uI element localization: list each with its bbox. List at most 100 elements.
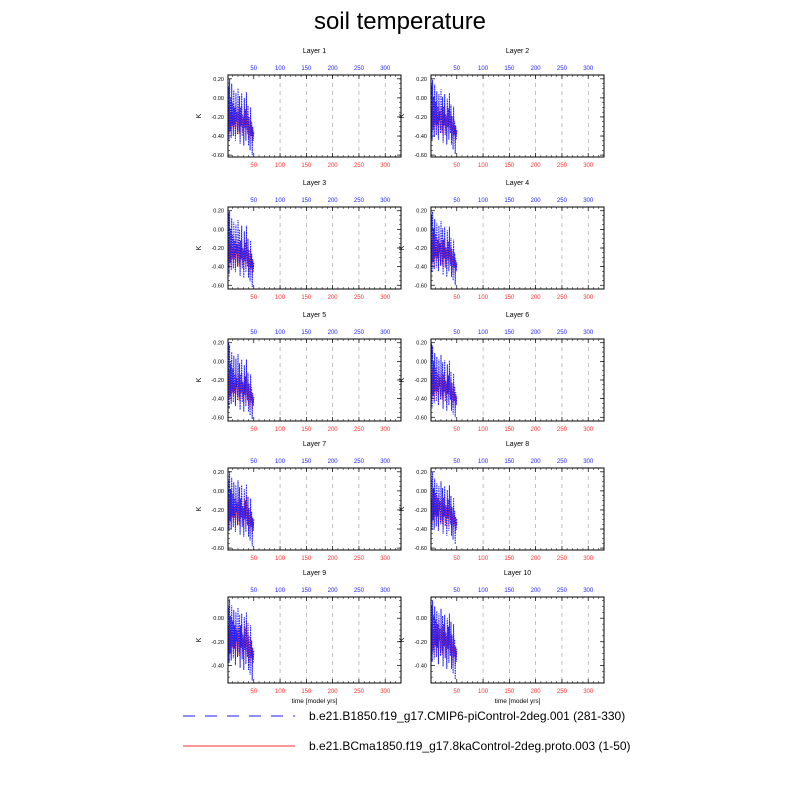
y-tick-label: -0.60 xyxy=(414,283,427,289)
x-tick-label-bottom: 50 xyxy=(250,427,257,433)
series-line-run-a xyxy=(430,343,458,418)
plot-frame xyxy=(430,596,605,684)
x-tick-label-top: 300 xyxy=(583,588,594,594)
x-tick-label-bottom: 100 xyxy=(275,556,286,562)
plot-frame xyxy=(430,467,605,551)
panel-title: Layer 4 xyxy=(506,180,529,187)
x-tick-label-bottom: 250 xyxy=(354,295,365,301)
x-tick-label-bottom: 150 xyxy=(504,689,515,695)
x-tick-label-bottom: 50 xyxy=(250,295,257,301)
y-tick-label: -0.20 xyxy=(211,508,224,514)
y-axis-label: K xyxy=(196,506,203,511)
x-tick-label-bottom: 200 xyxy=(328,427,339,433)
x-tick-label-top: 300 xyxy=(583,459,594,465)
x-tick-label-top: 300 xyxy=(380,198,391,204)
x-tick-label-top: 300 xyxy=(380,459,391,465)
x-tick-label-top: 300 xyxy=(583,330,594,336)
x-tick-label-bottom: 200 xyxy=(328,295,339,301)
y-tick-label: -0.20 xyxy=(414,508,427,514)
page-title: soil temperature xyxy=(313,8,487,35)
series-line-run-a xyxy=(227,210,255,288)
y-tick-label: -0.40 xyxy=(414,265,427,271)
y-tick-label: -0.20 xyxy=(414,640,427,646)
x-tick-label-bottom: 200 xyxy=(531,556,542,562)
x-tick-label-top: 150 xyxy=(301,588,312,594)
y-axis-label: K xyxy=(196,637,203,642)
chart-panel-layer-4: Layer 4 K 50 100 150 200 250 300 50 100 150 200 250 3… xyxy=(399,180,605,301)
series-line-run-a xyxy=(430,79,458,155)
y-tick-label: -0.20 xyxy=(211,640,224,646)
x-tick-label-bottom: 150 xyxy=(301,689,312,695)
x-tick-label-bottom: 300 xyxy=(583,163,594,169)
y-tick-label: 0.20 xyxy=(213,341,224,347)
y-tick-label: 0.00 xyxy=(416,489,427,495)
chart-panel-layer-6: Layer 6 K 50 100 150 200 250 300 50 100 150 200 250 3… xyxy=(399,312,605,433)
x-tick-label-top: 100 xyxy=(275,588,286,594)
x-tick-label-top: 100 xyxy=(275,330,286,336)
x-tick-label-top: 50 xyxy=(250,588,257,594)
x-tick-label-bottom: 200 xyxy=(328,556,339,562)
series-line-run-a xyxy=(227,470,255,547)
x-tick-label-bottom: 150 xyxy=(504,556,515,562)
x-tick-label-bottom: 200 xyxy=(531,295,542,301)
x-tick-label-top: 250 xyxy=(354,588,365,594)
x-tick-label-top: 150 xyxy=(301,198,312,204)
y-tick-label: 0.00 xyxy=(416,616,427,622)
x-tick-label-top: 50 xyxy=(453,198,460,204)
y-tick-label: -0.60 xyxy=(211,153,224,159)
y-tick-label: -0.60 xyxy=(211,546,224,552)
x-tick-label-top: 100 xyxy=(478,459,489,465)
x-tick-label-bottom: 150 xyxy=(504,427,515,433)
x-tick-label-top: 250 xyxy=(557,588,568,594)
x-tick-label-bottom: 50 xyxy=(453,295,460,301)
x-tick-label-top: 300 xyxy=(583,66,594,72)
y-tick-label: -0.60 xyxy=(211,283,224,289)
y-tick-label: -0.20 xyxy=(211,246,224,252)
y-tick-label: -0.20 xyxy=(414,246,427,252)
series-line-run-a xyxy=(430,471,458,545)
x-tick-label-bottom: 50 xyxy=(453,427,460,433)
x-tick-label-bottom: 150 xyxy=(504,163,515,169)
x-tick-label-top: 250 xyxy=(354,66,365,72)
x-tick-label-top: 250 xyxy=(354,459,365,465)
panel-title: Layer 7 xyxy=(303,441,326,448)
x-tick-label-top: 100 xyxy=(478,66,489,72)
y-tick-label: 0.20 xyxy=(416,470,427,476)
x-tick-label-bottom: 250 xyxy=(557,163,568,169)
x-tick-label-bottom: 100 xyxy=(478,427,489,433)
x-tick-label-bottom: 300 xyxy=(380,689,391,695)
plot-frame xyxy=(227,467,402,551)
y-tick-label: 0.20 xyxy=(213,470,224,476)
x-tick-label-top: 100 xyxy=(275,459,286,465)
y-axis-label: K xyxy=(399,637,406,642)
chart-panel-layer-7: Layer 7 K 50 100 150 200 250 300 50 100 150 200 250 3… xyxy=(196,441,402,562)
series-line-run-a xyxy=(430,211,458,286)
x-tick-label-bottom: 300 xyxy=(583,427,594,433)
x-tick-label-bottom: 200 xyxy=(531,689,542,695)
x-tick-label-top: 100 xyxy=(478,330,489,336)
x-tick-label-bottom: 250 xyxy=(354,556,365,562)
y-tick-label: -0.40 xyxy=(211,397,224,403)
y-tick-label: -0.60 xyxy=(414,153,427,159)
x-tick-label-top: 150 xyxy=(504,459,515,465)
x-tick-label-top: 250 xyxy=(354,330,365,336)
x-tick-label-top: 100 xyxy=(275,66,286,72)
y-tick-label: -0.60 xyxy=(211,415,224,421)
legend-line-run-b xyxy=(183,745,295,747)
chart-panel-layer-2: Layer 2 K 50 100 150 200 250 300 50 100 150 200 250 3… xyxy=(399,48,605,169)
chart-panel-layer-9: Layer 9 K 50 100 150 200 250 300 50 100 150 200 250 3… xyxy=(196,570,402,705)
y-axis-label: K xyxy=(196,377,203,382)
panel-title: Layer 8 xyxy=(506,441,529,448)
y-tick-label: -0.40 xyxy=(414,527,427,533)
y-tick-label: -0.20 xyxy=(414,115,427,121)
y-axis-label: K xyxy=(399,506,406,511)
y-axis-label: K xyxy=(399,245,406,250)
x-tick-label-bottom: 300 xyxy=(380,163,391,169)
chart-panel-layer-1: Layer 1 K 50 100 150 200 250 300 50 100 150 200 250 3… xyxy=(196,48,402,169)
x-tick-label-top: 50 xyxy=(250,198,257,204)
y-tick-label: -0.40 xyxy=(414,134,427,140)
y-tick-label: 0.00 xyxy=(416,227,427,233)
x-tick-label-bottom: 250 xyxy=(557,427,568,433)
x-tick-label-top: 150 xyxy=(504,66,515,72)
x-tick-label-top: 250 xyxy=(557,198,568,204)
